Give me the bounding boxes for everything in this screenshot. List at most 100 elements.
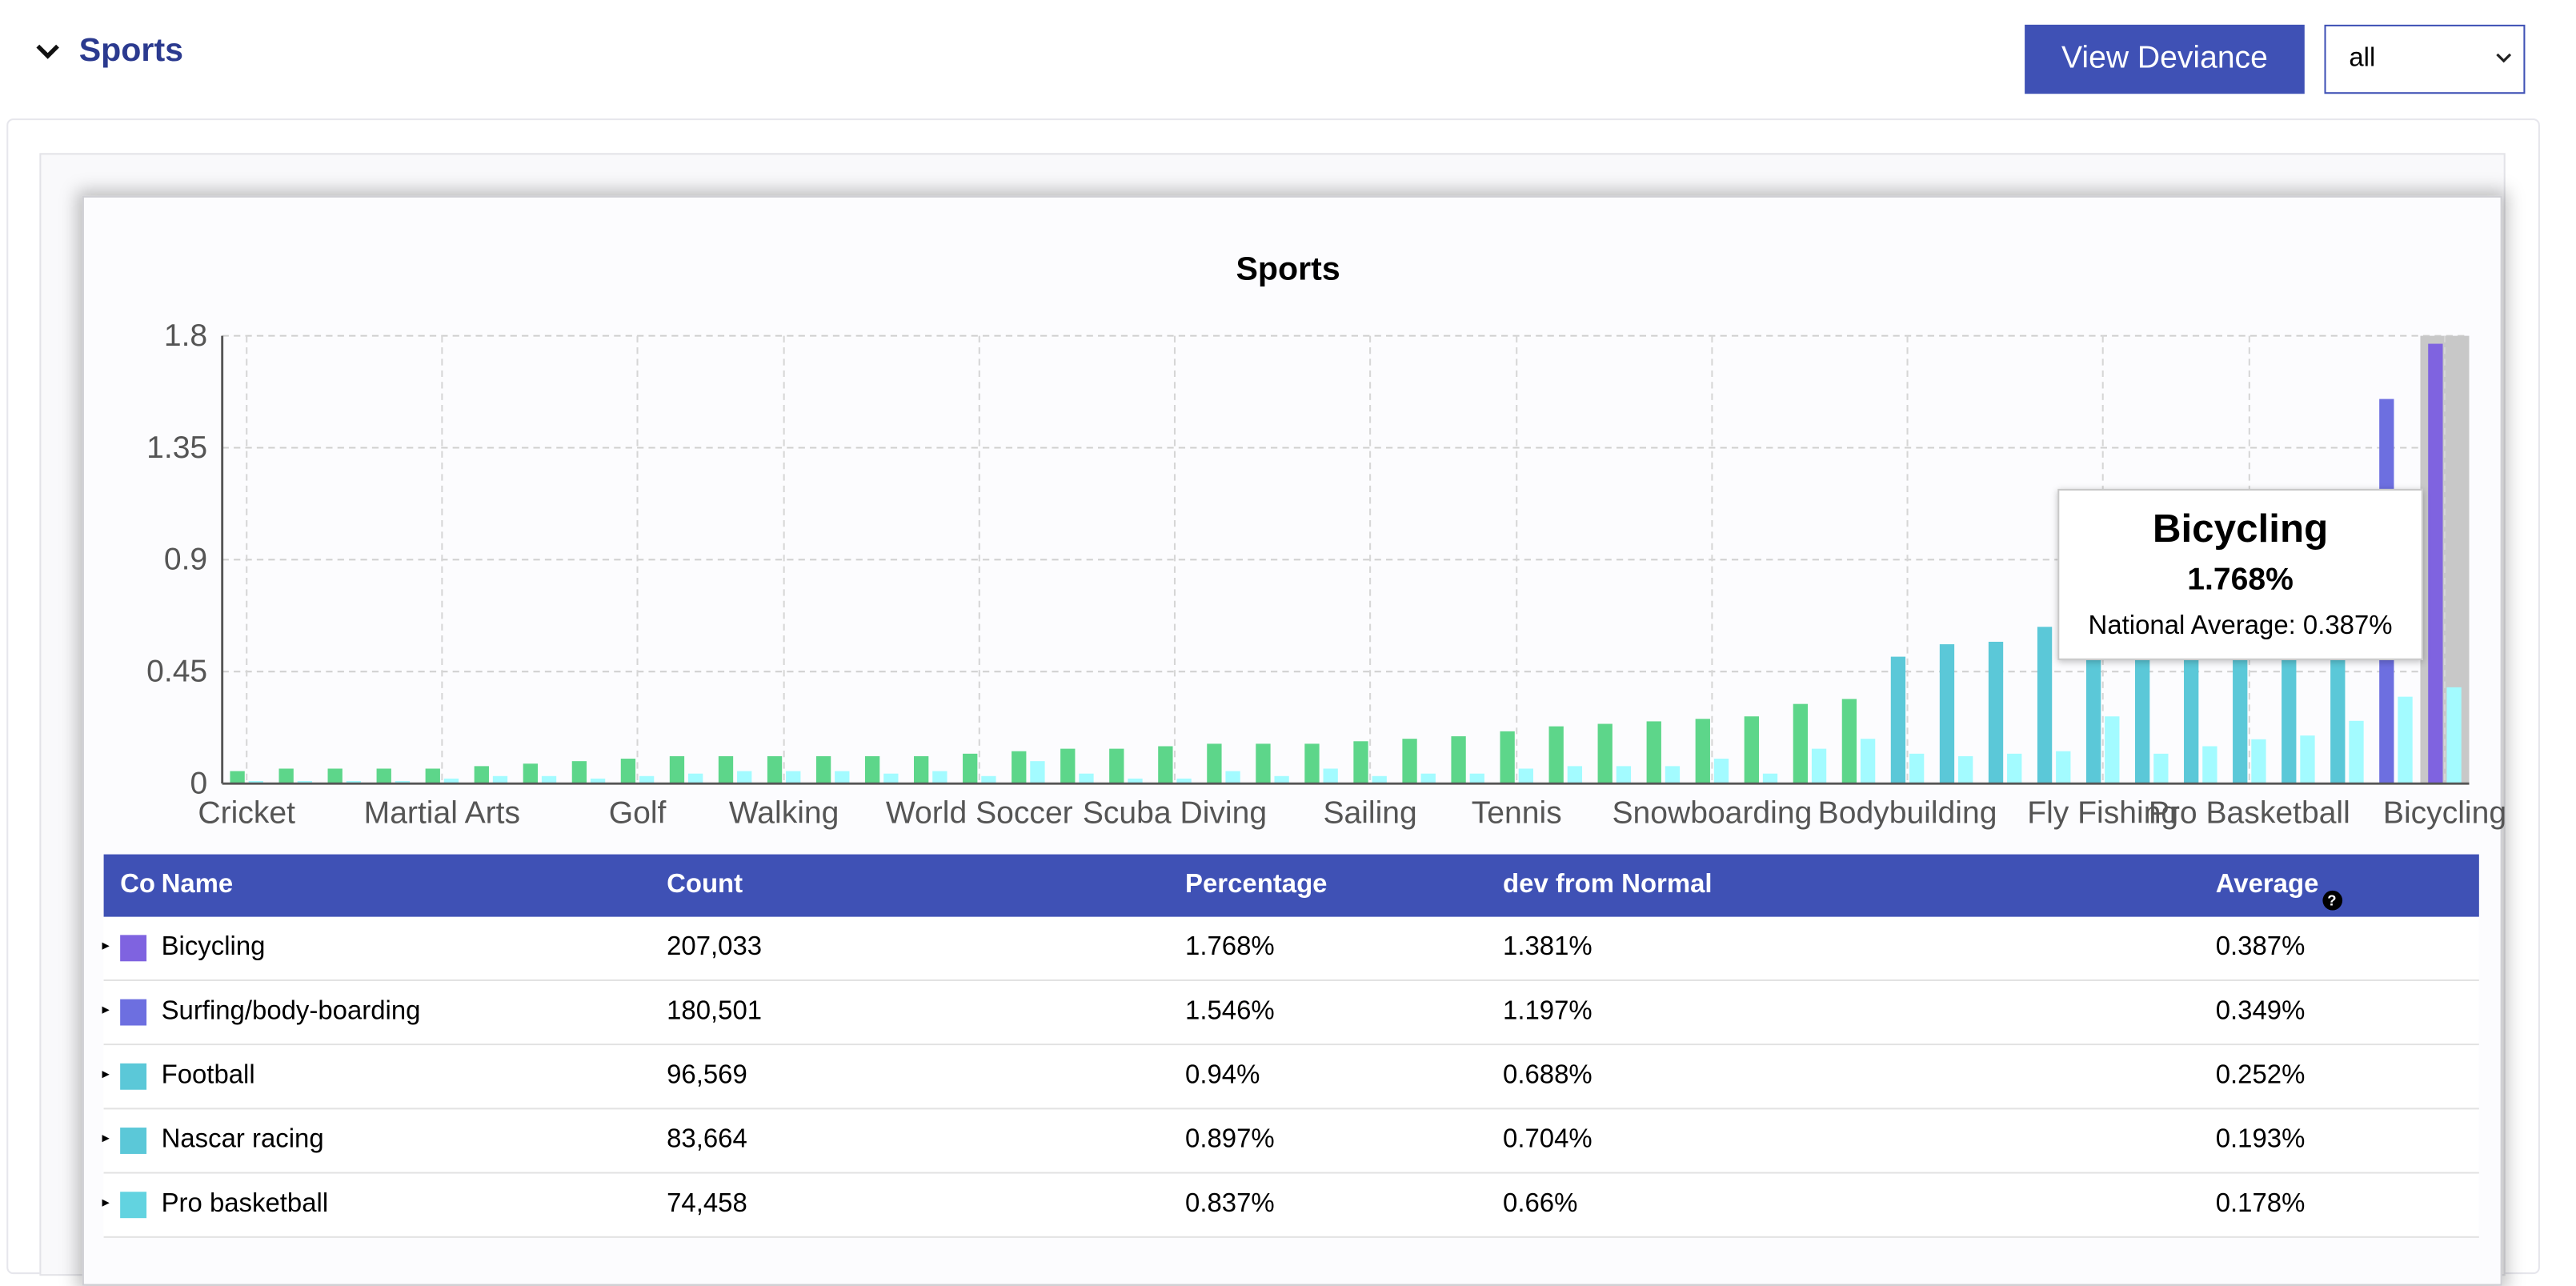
table-row[interactable]: ▸ Surfing/body-boarding 180,501 1.546% 1.197…	[102, 980, 2479, 1046]
cell-count: 83,664	[667, 1125, 747, 1154]
bar-national-average	[1616, 766, 1632, 784]
expand-row-icon[interactable]: ▸	[102, 1064, 110, 1082]
bar-national-average	[932, 771, 947, 784]
bar-primary	[864, 755, 880, 784]
bar-primary	[1353, 741, 1368, 784]
chart-tooltip: Bicycling 1.768% National Average: 0.387…	[2057, 488, 2423, 660]
col-name-header[interactable]: Name	[161, 871, 234, 899]
y-tick-label: 1.8	[164, 318, 207, 353]
chevron-down-icon[interactable]	[30, 33, 66, 69]
bar-primary	[2085, 619, 2101, 784]
help-icon[interactable]: ?	[2322, 890, 2342, 911]
col-percentage-header[interactable]: Percentage	[1185, 871, 1328, 899]
bar-national-average	[1079, 773, 1094, 784]
bar-primary	[1402, 739, 1417, 784]
bar-national-average	[1225, 771, 1240, 784]
bar-primary	[2428, 343, 2443, 784]
bar-chart: 0 0.45 0.9 1.35 1.8 Cricket Martial Arts Golf Wa…	[146, 318, 2506, 831]
cell-count: 74,458	[667, 1190, 747, 1219]
bar-national-average	[2446, 687, 2462, 784]
bar-national-average	[2153, 753, 2169, 784]
x-tick-label: Snowboarding	[1612, 796, 1812, 831]
bar-primary	[327, 768, 343, 784]
bar-primary	[914, 755, 929, 784]
bar-primary	[474, 766, 489, 784]
cell-dev: 1.197%	[1503, 997, 1592, 1026]
expand-row-icon[interactable]: ▸	[102, 936, 110, 954]
bar-primary	[376, 768, 391, 784]
view-deviance-button[interactable]: View Deviance	[2025, 24, 2305, 94]
tooltip-value: 1.768%	[2187, 563, 2294, 598]
cell-percentage: 1.546%	[1185, 997, 1275, 1026]
bar-national-average	[1762, 773, 1778, 784]
bar-national-average	[1128, 778, 1143, 784]
x-tick-label: Bicycling	[2383, 796, 2506, 831]
bar-national-average	[492, 775, 508, 784]
x-tick-label: Sailing	[1323, 796, 1416, 831]
section-header[interactable]: Sports	[30, 23, 183, 79]
x-tick-label: Martial Arts	[364, 796, 520, 831]
filter-select-value: all	[2349, 44, 2376, 73]
cell-name: Nascar racing	[161, 1125, 324, 1154]
bar-national-average	[297, 781, 313, 784]
bar-primary	[1695, 719, 1710, 784]
bar-national-average	[786, 771, 801, 784]
cell-average: 0.387%	[2215, 933, 2306, 962]
cell-percentage: 0.897%	[1185, 1125, 1275, 1154]
expand-row-icon[interactable]: ▸	[102, 1000, 110, 1018]
bar-primary	[1744, 716, 1759, 784]
bar-national-average	[1567, 766, 1583, 784]
cell-name: Surfing/body-boarding	[161, 997, 421, 1026]
table-row[interactable]: ▸ Football 96,569 0.94% 0.688% 0.252%	[102, 1045, 2479, 1110]
bar-national-average	[1176, 778, 1192, 784]
cell-count: 96,569	[667, 1061, 747, 1090]
cell-average: 0.193%	[2215, 1125, 2306, 1154]
x-tick-label: Tennis	[1472, 796, 1562, 831]
bar-national-average	[1909, 753, 1925, 784]
cell-name: Football	[161, 1061, 255, 1090]
bar-primary	[963, 753, 978, 784]
col-dev-header[interactable]: dev from Normal	[1503, 871, 1713, 899]
expand-row-icon[interactable]: ▸	[102, 1129, 110, 1146]
bar-primary	[1939, 644, 1955, 784]
bar-national-average	[346, 781, 362, 784]
x-tick-label: Golf	[609, 796, 667, 831]
table-row[interactable]: ▸ Nascar racing 83,664 0.897% 0.704% 0.193%	[102, 1109, 2479, 1174]
x-tick-label: Walking	[729, 796, 839, 831]
cell-average: 0.252%	[2215, 1061, 2306, 1090]
col-color-header[interactable]: Co	[120, 871, 156, 899]
bar-national-average	[590, 778, 606, 784]
table-row[interactable]: ▸ Pro basketball 74,458 0.837% 0.66% 0.178%	[102, 1173, 2479, 1238]
cell-name: Pro basketball	[161, 1190, 329, 1219]
x-tick-label: Scuba Diving	[1083, 796, 1267, 831]
expand-row-icon[interactable]: ▸	[102, 1193, 110, 1210]
bar-national-average	[1469, 773, 1484, 784]
bar-primary	[1109, 748, 1124, 784]
tooltip-name: Bicycling	[2152, 507, 2329, 552]
bar-national-average	[981, 775, 996, 784]
y-tick-label: 1.35	[146, 431, 207, 465]
bar-national-average	[835, 771, 850, 784]
filter-select[interactable]: all	[2324, 24, 2526, 94]
bar-national-average	[2202, 746, 2217, 784]
col-count-header[interactable]: Count	[667, 871, 743, 899]
bar-primary	[1158, 746, 1173, 784]
bar-primary	[278, 768, 294, 784]
bar-primary	[815, 755, 831, 784]
y-tick-label: 0.45	[146, 655, 207, 689]
bar-primary	[669, 755, 685, 784]
cell-dev: 0.688%	[1503, 1061, 1592, 1090]
bar-national-average	[395, 781, 411, 784]
bar-national-average	[1958, 755, 1973, 784]
section-title: Sports	[78, 32, 184, 69]
bar-national-average	[2007, 753, 2022, 784]
cell-dev: 1.381%	[1503, 933, 1592, 962]
bar-primary	[1207, 743, 1222, 784]
table-row[interactable]: ▸ Bicycling 207,033 1.768% 1.381% 0.387%	[102, 916, 2479, 981]
bar-national-average	[1665, 766, 1681, 784]
bar-national-average	[1372, 775, 1387, 784]
bar-primary	[1548, 726, 1564, 784]
x-tick-label: Cricket	[198, 796, 295, 831]
bar-primary	[1890, 656, 1906, 784]
col-average-header[interactable]: Average?	[2216, 871, 2342, 911]
